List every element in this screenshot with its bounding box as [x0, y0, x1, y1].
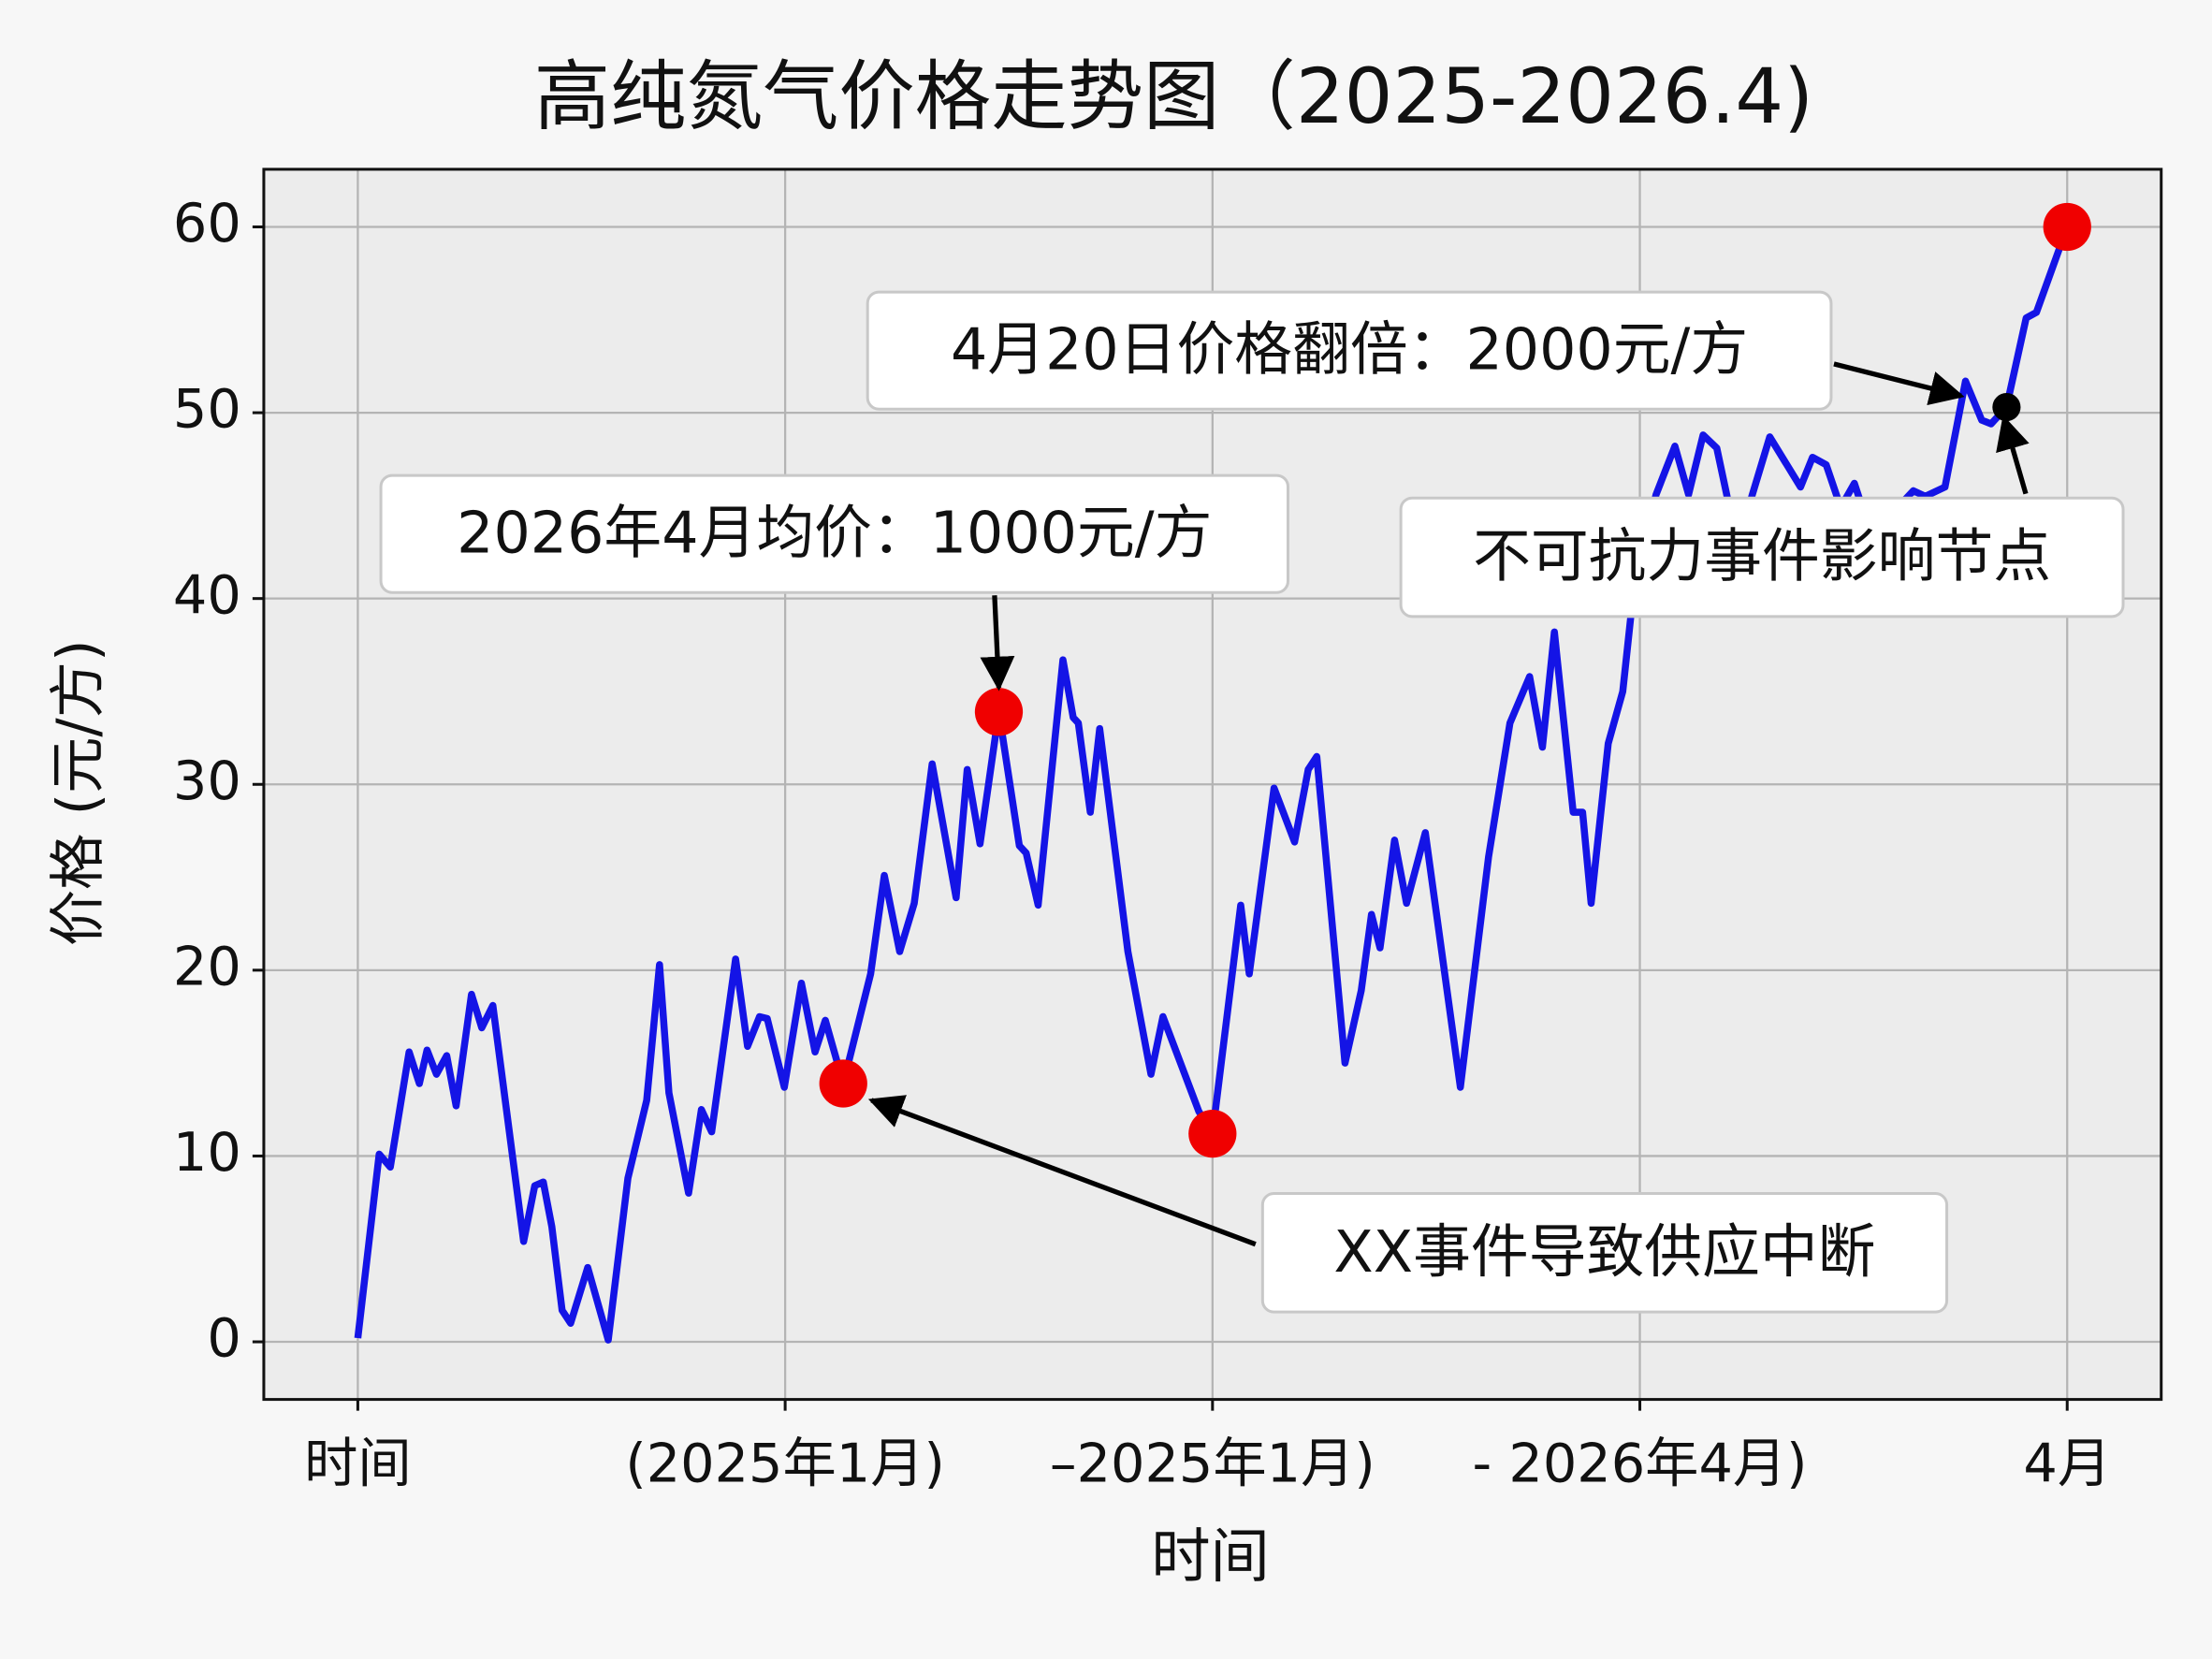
- x-tick-label: –2025年1月): [1050, 1433, 1375, 1495]
- y-tick-label: 20: [173, 935, 241, 997]
- annotation-box: [866, 290, 1833, 411]
- y-tick-label: 40: [173, 563, 241, 626]
- annotation-arrow: [1996, 415, 2030, 495]
- x-tick-label: - 2026年4月): [1473, 1433, 1808, 1495]
- y-axis-label: 价格 (元/方): [46, 639, 111, 946]
- annotation-text: 不可抗力事件影响节点: [1473, 523, 2051, 590]
- y-tick-label: 0: [207, 1307, 240, 1370]
- x-tick-label: 时间: [304, 1433, 412, 1495]
- y-tick-label: 10: [173, 1121, 241, 1184]
- event-marker: [1188, 1109, 1237, 1158]
- y-tick-label: 50: [173, 378, 241, 441]
- event-marker: [1992, 393, 2021, 422]
- x-tick-label: 4月: [2023, 1433, 2111, 1495]
- annotation-text: 2026年4月均价：1000元/方: [457, 500, 1212, 567]
- x-tick-label: (2025年1月): [625, 1433, 944, 1495]
- event-marker: [974, 688, 1024, 736]
- y-tick-label: 30: [173, 749, 241, 812]
- annotation-box: [1399, 496, 2125, 618]
- annotation-text: 4月20日价格翻倍：2000元/方: [951, 316, 1748, 384]
- annotation-box: [1260, 1191, 1949, 1314]
- annotation-arrow: [867, 1095, 1257, 1247]
- event-marker: [2043, 202, 2091, 252]
- annotation-box: [379, 473, 1289, 594]
- y-tick-label: 60: [173, 192, 241, 255]
- annotation-arrow: [1833, 361, 1965, 405]
- chart-title: 高纯氮气价格走势图（2025-2026.4): [534, 52, 1813, 141]
- event-marker: [819, 1059, 867, 1108]
- annotation-text: XX事件导致供应中断: [1333, 1218, 1875, 1286]
- annotation-arrow: [980, 595, 1015, 691]
- x-axis-label: 时间: [1151, 1521, 1270, 1591]
